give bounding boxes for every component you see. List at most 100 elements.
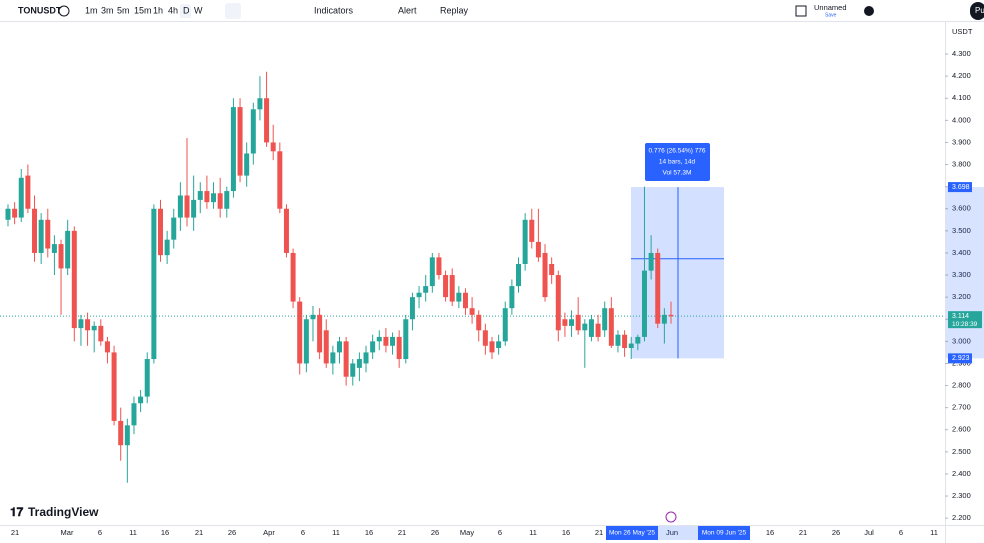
candle-body [18,177,24,218]
indicators-button[interactable]: Indicators [314,5,354,15]
interval-button[interactable]: W [194,5,203,15]
x-tick-label: 16 [365,528,373,537]
last-price-label: 3.114 [952,313,969,320]
candle-body [648,252,654,271]
candle-body [111,352,117,421]
candle-body [462,292,468,309]
candle-body [85,319,91,331]
candle-body [104,341,110,353]
x-tick-label: 16 [562,528,570,537]
y-tick-label: 3.800 [952,160,971,169]
candle-body [390,336,396,346]
candle-body [323,330,329,364]
interval-active [180,4,191,18]
date-flag-label: Mon 09 Jun '25 [702,530,747,537]
interval-button[interactable]: 3m [101,5,114,15]
y-tick-label: 2.800 [952,381,971,390]
candle-body [529,219,535,242]
candle-body [45,219,51,249]
candle-body [588,319,594,337]
candle-body [65,230,71,269]
candle-body [469,308,475,315]
y-tick-label: 3.000 [952,336,971,345]
interval-button[interactable]: 15m [134,5,152,15]
profile-initials[interactable]: Pu [975,6,984,15]
measure-text: 0.776 (26.54%) 776 [648,148,705,155]
candle-body [542,252,548,298]
candle-body [51,244,57,253]
add-symbol[interactable] [58,5,70,17]
candle-body [409,297,415,320]
date-flag [698,526,750,540]
candle-body [569,319,575,326]
y-tick-label: 3.400 [952,248,971,257]
candle-body [144,359,150,397]
save-label[interactable]: Save [825,12,837,18]
y-tick-label: 3.500 [952,226,971,235]
candle-body [641,270,647,337]
x-tick-label: Mar [61,528,74,537]
profile[interactable] [970,2,984,20]
interval-button[interactable]: 1m [85,5,98,15]
candle-body [264,98,270,143]
interval-button[interactable]: 5m [117,5,130,15]
candle-body [290,252,296,302]
candle-body [25,175,31,209]
interval-button[interactable]: D [183,5,190,15]
candle-body [608,308,614,346]
x-tick-label: 11 [930,528,938,537]
measure-text: 14 bars, 14d [659,159,696,166]
interval-button[interactable]: 4h [168,5,178,15]
candle-body [224,191,230,209]
measure-box [645,143,710,181]
candle-body [575,314,581,331]
candle-body [429,257,435,287]
candle-body [350,363,356,377]
candle-body [257,98,263,110]
candle-body [516,263,522,287]
candle-body [555,275,561,331]
candle-body [177,195,183,218]
candle-body [655,252,661,324]
candle-body [489,341,495,353]
replay-button[interactable]: Replay [440,5,469,15]
candle-body [197,191,203,200]
x-tick-label: 21 [595,528,603,537]
candle-body [383,336,389,346]
candle-body [78,319,84,329]
candle-body [237,107,243,176]
y-tick-label: 4.200 [952,71,971,80]
checkbox[interactable] [795,5,807,17]
candle-body [151,208,157,360]
symbol[interactable]: TONUSDT [18,5,62,15]
x-tick-label: 21 [195,528,203,537]
candle-body [363,352,369,364]
x-tick-label: 21 [799,528,807,537]
price-flag [948,353,972,364]
last-price-flag [948,311,982,329]
candle-body [124,425,130,446]
candle-body [98,325,104,342]
candle-body [356,359,362,368]
x-tick-label: 11 [529,528,537,537]
candle-type-button[interactable] [225,3,241,19]
candle-body [270,142,276,152]
candle-body [164,239,170,256]
alert-button[interactable]: Alert [398,5,417,15]
candle-body [91,325,97,331]
candle-body [297,301,303,364]
x-tick-label: 16 [161,528,169,537]
layout-name[interactable]: Unnamed [814,3,847,12]
x-tick-label: 21 [398,528,406,537]
candle-body [602,308,608,331]
y-tick-label: 3.900 [952,137,971,146]
candle-body [317,314,323,353]
candle-body [396,336,402,360]
brand: TradingView [28,505,99,519]
candle-body [343,341,349,377]
candle-body [622,334,628,348]
candle-body [230,107,236,192]
candle-body [661,314,667,324]
interval-button[interactable]: 1h [153,5,163,15]
candle-body [138,396,144,404]
